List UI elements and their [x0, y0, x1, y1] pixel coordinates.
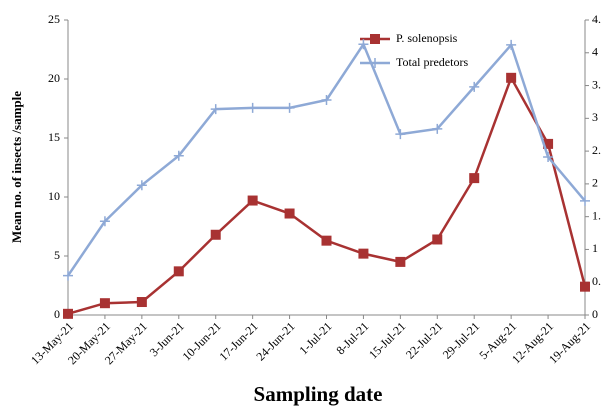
- y2-tick-label: 3.5: [592, 77, 601, 91]
- y2-tick-label: 1: [592, 241, 598, 255]
- x-tick-label: 24-Jun-21: [253, 319, 297, 363]
- y-tick-label: 15: [48, 130, 60, 144]
- point: [506, 39, 517, 50]
- y-tick-label: 25: [48, 12, 60, 26]
- point: [210, 229, 221, 240]
- point: [358, 248, 369, 259]
- y2-tick-label: 4.5: [592, 12, 601, 26]
- legend-label: P. solenopsis: [396, 31, 458, 45]
- point: [247, 102, 258, 113]
- point: [358, 39, 369, 50]
- x-tick-label: 15-Jul-21: [366, 319, 408, 361]
- point: [543, 152, 554, 163]
- point: [395, 129, 406, 140]
- y-tick-label: 10: [48, 189, 60, 203]
- y-tick-label: 20: [48, 71, 60, 85]
- point: [395, 256, 406, 267]
- point: [469, 173, 480, 184]
- point: [63, 308, 73, 319]
- point: [284, 208, 295, 219]
- x-tick-label: 1-Jul-21: [296, 319, 334, 357]
- legend-marker: [370, 58, 380, 68]
- y2-tick-label: 0: [592, 307, 598, 321]
- series-line: [67, 74, 587, 316]
- point: [136, 180, 147, 191]
- point: [99, 298, 110, 309]
- x-tick-label: 10-Jun-21: [179, 319, 223, 363]
- point: [321, 94, 332, 105]
- point: [506, 72, 517, 83]
- point: [173, 150, 184, 161]
- point: [247, 195, 258, 206]
- point: [469, 81, 480, 92]
- point: [63, 270, 73, 281]
- y2-tick-label: 0.5: [592, 274, 601, 288]
- point: [173, 266, 184, 277]
- point: [432, 123, 443, 134]
- point: [543, 138, 554, 149]
- point: [580, 281, 590, 292]
- point: [99, 216, 110, 227]
- y2-tick-label: 1.5: [592, 208, 601, 222]
- x-tick-label: 17-Jun-21: [216, 319, 260, 363]
- legend-label: Total predetors: [396, 55, 468, 69]
- y-axis-label: Mean no. of insects /sample: [9, 91, 24, 243]
- point: [136, 297, 147, 308]
- x-axis-label: Sampling date: [254, 382, 383, 406]
- y2-tick-label: 4: [592, 45, 598, 59]
- point: [580, 195, 590, 206]
- legend-marker: [370, 34, 380, 44]
- y2-tick-label: 2: [592, 176, 598, 190]
- point: [210, 104, 221, 115]
- y-tick-label: 0: [54, 307, 60, 321]
- y2-tick-label: 2.5: [592, 143, 601, 157]
- x-tick-label: 22-Jul-21: [403, 319, 445, 361]
- x-tick-label: 29-Jul-21: [440, 319, 482, 361]
- point: [321, 235, 332, 246]
- point: [284, 102, 295, 113]
- point: [432, 234, 443, 245]
- y2-tick-label: 3: [592, 110, 598, 124]
- y-tick-label: 5: [54, 248, 60, 262]
